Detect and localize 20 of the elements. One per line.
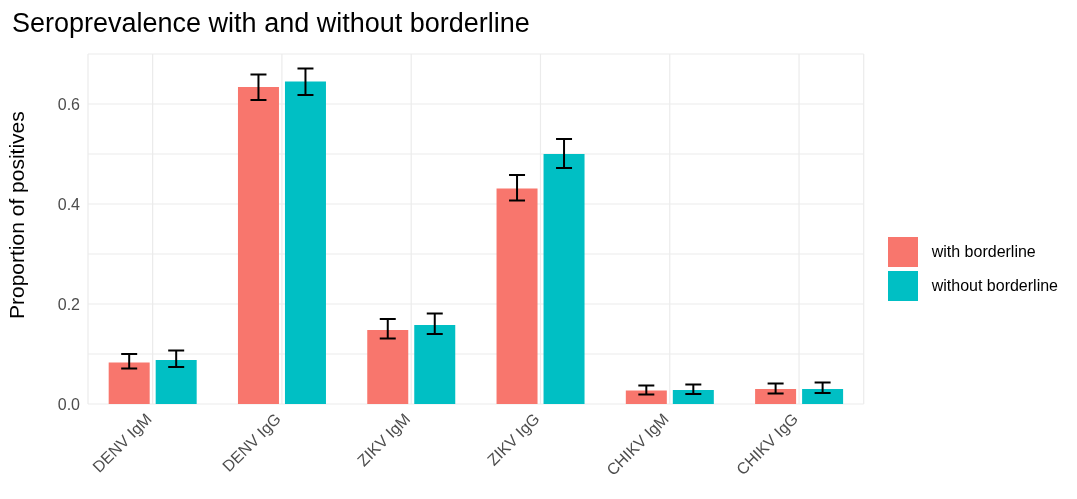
bar xyxy=(672,390,714,404)
bar xyxy=(755,389,797,404)
y-axis-title: Proportion of positives xyxy=(5,111,29,319)
bar xyxy=(625,390,667,404)
bar xyxy=(367,330,409,404)
legend-label: with borderline xyxy=(931,243,1036,261)
y-tick-label: 0.4 xyxy=(57,195,81,213)
bar xyxy=(802,389,844,404)
chart-title: Seroprevalence with and without borderline xyxy=(12,8,531,40)
legend-label: without borderline xyxy=(931,277,1058,295)
bar xyxy=(108,362,150,404)
bar xyxy=(543,154,585,404)
bar xyxy=(237,87,279,404)
y-tick-label: 0.0 xyxy=(57,395,81,413)
y-tick-label: 0.6 xyxy=(57,95,81,113)
bar xyxy=(155,360,197,404)
bar xyxy=(496,188,538,404)
bar xyxy=(284,81,326,404)
y-tick-label: 0.2 xyxy=(57,295,81,313)
bar xyxy=(414,325,456,404)
